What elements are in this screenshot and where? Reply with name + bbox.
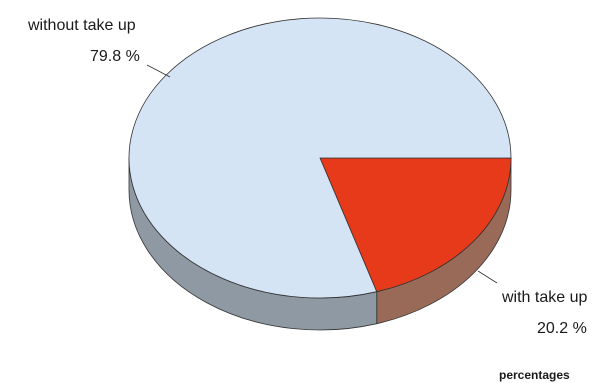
leader-line-without-take-up <box>146 64 171 78</box>
leader-line-with-take-up <box>477 270 498 284</box>
slice-label-without-take-up: without take up <box>27 17 136 34</box>
slice-label-with-take-up: with take up <box>501 289 587 306</box>
pie-tops <box>128 17 512 299</box>
slice-value-without-take-up: 79.8 % <box>90 48 140 65</box>
leader-lines <box>146 64 498 284</box>
slice-with-take-up <box>319 157 512 293</box>
chart-note: percentages <box>499 368 570 382</box>
slice-value-with-take-up: 20.2 % <box>537 320 587 337</box>
